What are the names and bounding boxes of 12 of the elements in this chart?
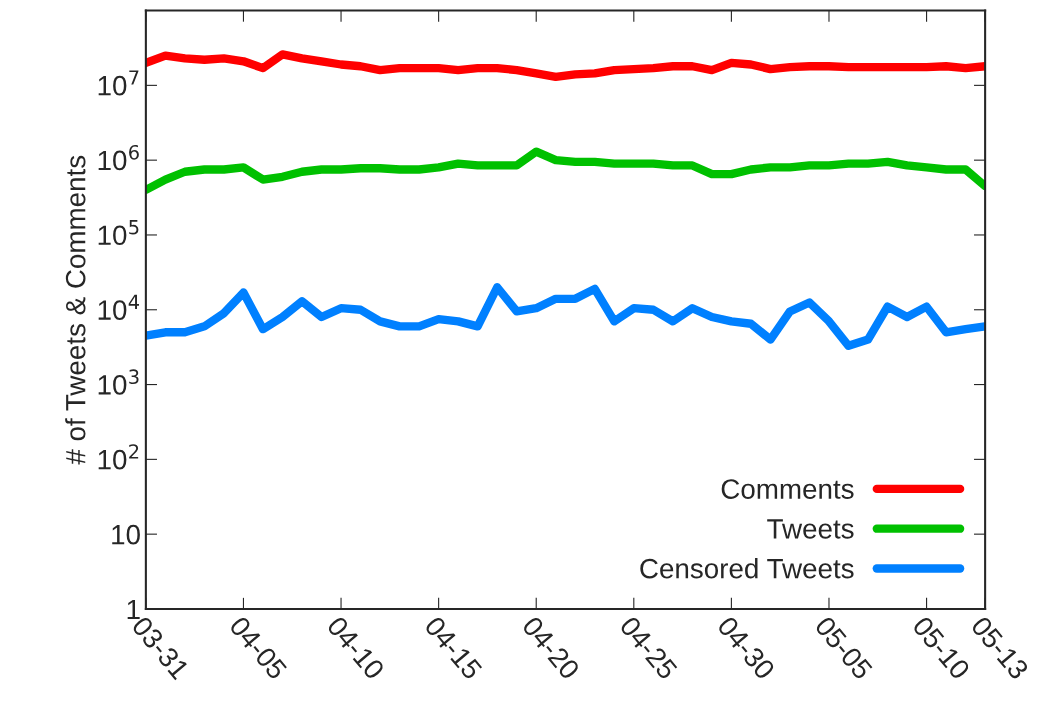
y-tick-label: 10 (112, 524, 140, 545)
y-tick-label: 10$^{7}$ (98, 70, 139, 96)
y-tick-label: 10$^{5}$ (98, 220, 139, 246)
y-axis-title: # of Tweets & Comments (65, 155, 86, 465)
y-tick-label: 1 (127, 599, 140, 620)
y-tick-label: 10$^{6}$ (98, 144, 139, 171)
y-tick-label: 10$^{2}$ (98, 444, 139, 470)
legend-label: Comments (721, 479, 854, 499)
y-tick-label: 10$^{4}$ (98, 294, 139, 320)
legend-label: Tweets (767, 519, 854, 539)
y-tick-label: 10$^{3}$ (98, 369, 139, 395)
legend-label: Censored Tweets (640, 558, 854, 579)
